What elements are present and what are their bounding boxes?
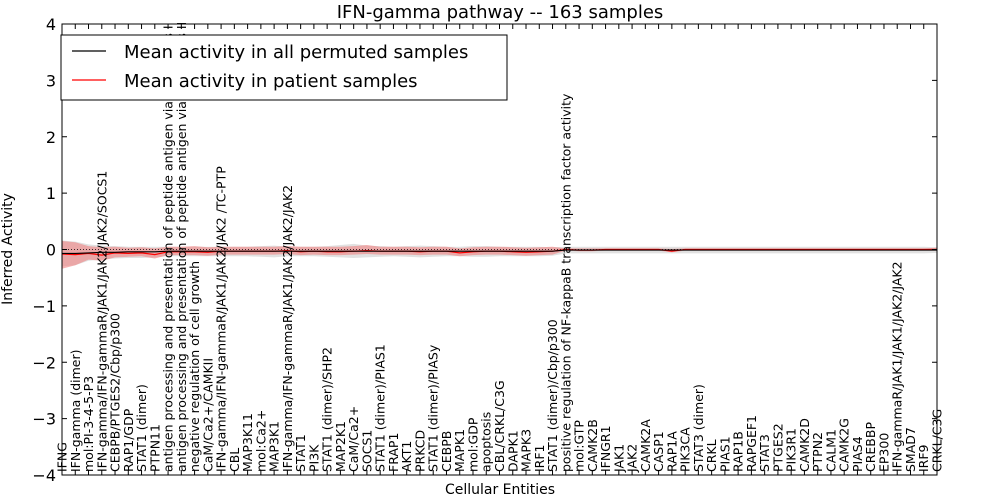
x-tick-label: CASP1 (651, 431, 666, 472)
x-tick-label: mol:PI-3-4-5-P3 (81, 376, 96, 472)
x-tick-label: PRKCD (413, 430, 428, 472)
x-tick-label: CAMK2B (585, 419, 600, 472)
chart-title: IFN-gamma pathway -- 163 samples (337, 2, 664, 23)
x-tick-label: CaM/Ca2+/CAMKII (200, 358, 215, 472)
x-tick-label: RAPGEF1 (744, 415, 759, 472)
x-tick-label: JAK1 (611, 444, 626, 473)
x-tick-label: positive regulation of NF-kappaB transcr… (558, 93, 573, 472)
x-tick-label: RAP1/GDP (121, 408, 136, 472)
x-tick-label: PIAS1 (717, 436, 732, 472)
y-tick-label: −2 (32, 353, 56, 372)
x-tick-label: mol:Ca2+ (253, 410, 268, 472)
y-axis: −4 −3 −2 −1 0 1 2 3 4 (32, 15, 937, 485)
patient-band (62, 241, 937, 269)
x-tick-label: IFN-gamma/IFN-gammaR/JAK1/JAK2/JAK2/SOCS… (94, 171, 109, 472)
x-tick-label: IFN-gamma (dimer) (68, 350, 83, 473)
x-tick-label: CALM1 (823, 429, 838, 472)
x-tick-label: IFN-gammaR/JAK1/JAK1/JAK2/JAK2 (890, 261, 905, 472)
x-tick-label: PIAS4 (850, 436, 865, 472)
y-tick-label: −1 (32, 297, 56, 316)
y-tick-label: 2 (46, 128, 56, 147)
y-tick-label: 3 (46, 71, 56, 90)
x-tick-label: apoptosis (479, 412, 494, 472)
x-tick-label: PI3K (306, 444, 321, 472)
y-axis-label: Inferred Activity (0, 193, 16, 305)
x-tick-label: AKT1 (399, 441, 414, 472)
x-tick-label: PTPN11 (147, 424, 162, 472)
x-tick-label: antigen processing and presentation of p… (161, 25, 176, 472)
x-tick-label: MAP3K1 (267, 421, 282, 472)
x-tick-label: STAT1 (dimer)/PIAS1 (373, 344, 388, 472)
x-axis-ticks (61, 24, 938, 475)
x-tick-label: EP300 (877, 433, 892, 472)
x-tick-label: DAPK1 (505, 430, 520, 472)
x-tick-label: MAPK3 (519, 429, 534, 472)
x-tick-label: MAPK1 (452, 429, 467, 472)
x-tick-label: CAMK2A (638, 419, 653, 472)
x-tick-label: mol:GTP (572, 420, 587, 472)
x-tick-label: MAP3K11 (240, 413, 255, 472)
x-tick-label: CAMK2D (797, 418, 812, 472)
x-tick-label: FRAP1 (386, 433, 401, 472)
x-tick-label: IRF9 (916, 444, 931, 472)
permuted-mean-line (62, 249, 937, 254)
x-tick-label: RAP1B (731, 431, 746, 472)
legend-label-permuted: Mean activity in all permuted samples (124, 42, 468, 63)
legend-box (60, 34, 508, 101)
y-tick-label: −3 (32, 410, 56, 429)
x-tick-label: antigen processing and presentation of p… (174, 22, 189, 472)
x-tick-label: CRKL (704, 439, 719, 472)
x-tick-label: PIK3R1 (784, 428, 799, 472)
x-tick-label: STAT1 (dimer) (134, 384, 149, 472)
x-tick-label: PIK3CA (678, 427, 693, 472)
x-tick-label: mol:GDP (466, 417, 481, 472)
y-tick-label: 4 (46, 15, 56, 34)
series-lines (61, 248, 937, 256)
x-tick-label: CBL (227, 448, 242, 472)
x-tick-label: STAT3 (757, 434, 772, 472)
x-tick-label: CaM/Ca2+ (346, 406, 361, 472)
y-tick-label: −4 (32, 466, 56, 485)
y-tick-label: 1 (46, 184, 56, 203)
x-tick-label: PTPN2 (810, 432, 825, 472)
x-tick-label: IFN-gamma/IFN-gammaR/JAK1/JAK2/JAK2 /TC-… (214, 166, 229, 472)
x-tick-label: CEBPB/PTGES2/Cbp/p300 (108, 313, 123, 472)
x-tick-label: MAP2K1 (333, 421, 348, 472)
legend: Mean activity in all permuted samples Me… (60, 34, 508, 101)
x-tick-label: IFN-gamma/IFN-gammaR/JAK1/JAK2/JAK2/JAK2 (280, 185, 295, 472)
x-tick-label: RAP1A (664, 431, 679, 472)
x-tick-label: STAT3 (dimer) (691, 384, 706, 472)
x-tick-label: STAT1 (293, 434, 308, 472)
x-tick-label: PTGES2 (770, 423, 785, 472)
x-tick-label: STAT1 (dimer)/PIASy (426, 344, 441, 472)
x-tick-label: IFNGR1 (598, 425, 613, 472)
legend-label-patient: Mean activity in patient samples (124, 71, 418, 92)
x-tick-label: CBL/CRKL/C3G (492, 380, 507, 472)
x-tick-label: CREBBP (863, 422, 878, 472)
x-tick-label: SOCS1 (359, 430, 374, 472)
x-axis-label: Cellular Entities (445, 482, 555, 498)
x-tick-label: negative regulation of cell growth (187, 261, 202, 472)
y-tick-label: 0 (46, 241, 56, 260)
x-tick-label: IRF1 (532, 444, 547, 472)
x-tick-label: SMAD7 (903, 427, 918, 472)
x-tick-label: STAT1 (dimer)/SHP2 (320, 347, 335, 472)
x-tick-label: STAT1 (dimer)/Cbp/p300 (545, 319, 560, 472)
x-tick-label: JAK2 (625, 444, 640, 473)
x-tick-label: CEBPB (439, 431, 454, 472)
x-tick-label: CAMK2G (837, 418, 852, 472)
